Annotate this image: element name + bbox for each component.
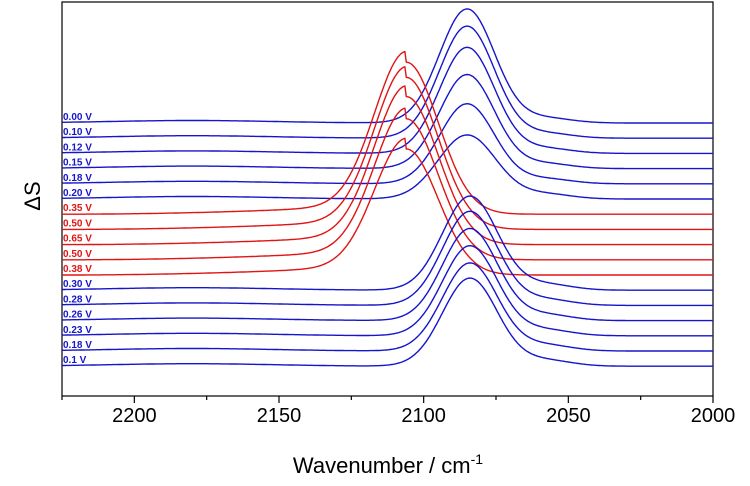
spectrum-trace bbox=[62, 66, 713, 231]
traces-group bbox=[62, 8, 713, 367]
trace-label: 0.50 V bbox=[63, 218, 92, 229]
spectrum-trace bbox=[62, 262, 713, 352]
spectrum-trace bbox=[62, 50, 713, 215]
x-tick-label: 2150 bbox=[257, 405, 302, 427]
trace-label: 0.35 V bbox=[63, 203, 92, 214]
trace-label: 0.65 V bbox=[63, 234, 92, 245]
x-axis: 2200 2150 2100 2050 2000 bbox=[61, 396, 736, 427]
trace-label: 0.00 V bbox=[63, 112, 92, 123]
trace-label: 0.18 V bbox=[63, 340, 92, 351]
x-tick-label: 2000 bbox=[691, 405, 736, 427]
spectrum-trace bbox=[62, 103, 713, 185]
spectrum-trace bbox=[62, 195, 713, 291]
x-axis-title-superscript: -1 bbox=[471, 451, 484, 467]
x-axis-title: Wavenumber / cm-1 bbox=[293, 451, 483, 478]
spectrum-trace bbox=[62, 107, 713, 261]
trace-label: 0.10 V bbox=[63, 127, 92, 138]
trace-label: 0.50 V bbox=[63, 249, 92, 260]
trace-label: 0.1 V bbox=[63, 355, 87, 366]
spectrum-trace bbox=[62, 8, 713, 124]
spectrum-trace bbox=[62, 137, 713, 276]
spectrum-trace bbox=[62, 46, 713, 155]
trace-label: 0.38 V bbox=[63, 264, 92, 275]
spectrum-trace bbox=[62, 25, 713, 139]
spectrum-trace bbox=[62, 277, 713, 367]
spectrum-trace bbox=[62, 134, 713, 200]
x-tick-label: 2050 bbox=[546, 405, 591, 427]
spectrum-trace bbox=[62, 245, 713, 337]
spectrum-trace bbox=[62, 227, 713, 322]
x-tick-label: 2100 bbox=[401, 405, 446, 427]
trace-label: 0.15 V bbox=[63, 158, 92, 169]
trace-label: 0.12 V bbox=[63, 142, 92, 153]
spectrum-trace bbox=[62, 210, 713, 307]
trace-label: 0.26 V bbox=[63, 310, 92, 321]
trace-label: 0.20 V bbox=[63, 188, 92, 199]
spectrum-trace bbox=[62, 85, 713, 246]
x-tick-label: 2200 bbox=[112, 405, 157, 427]
trace-label: 0.18 V bbox=[63, 173, 92, 184]
x-axis-title-text: Wavenumber / cm bbox=[293, 453, 471, 478]
trace-labels-group: 0.00 V 0.10 V 0.12 V 0.15 V 0.18 V 0.20 V 0.35… bbox=[63, 112, 92, 366]
trace-label: 0.23 V bbox=[63, 325, 92, 336]
trace-label: 0.28 V bbox=[63, 294, 92, 305]
trace-label: 0.30 V bbox=[63, 279, 92, 290]
y-axis-title: ΔS bbox=[20, 181, 45, 210]
spectrum-trace bbox=[62, 73, 713, 170]
